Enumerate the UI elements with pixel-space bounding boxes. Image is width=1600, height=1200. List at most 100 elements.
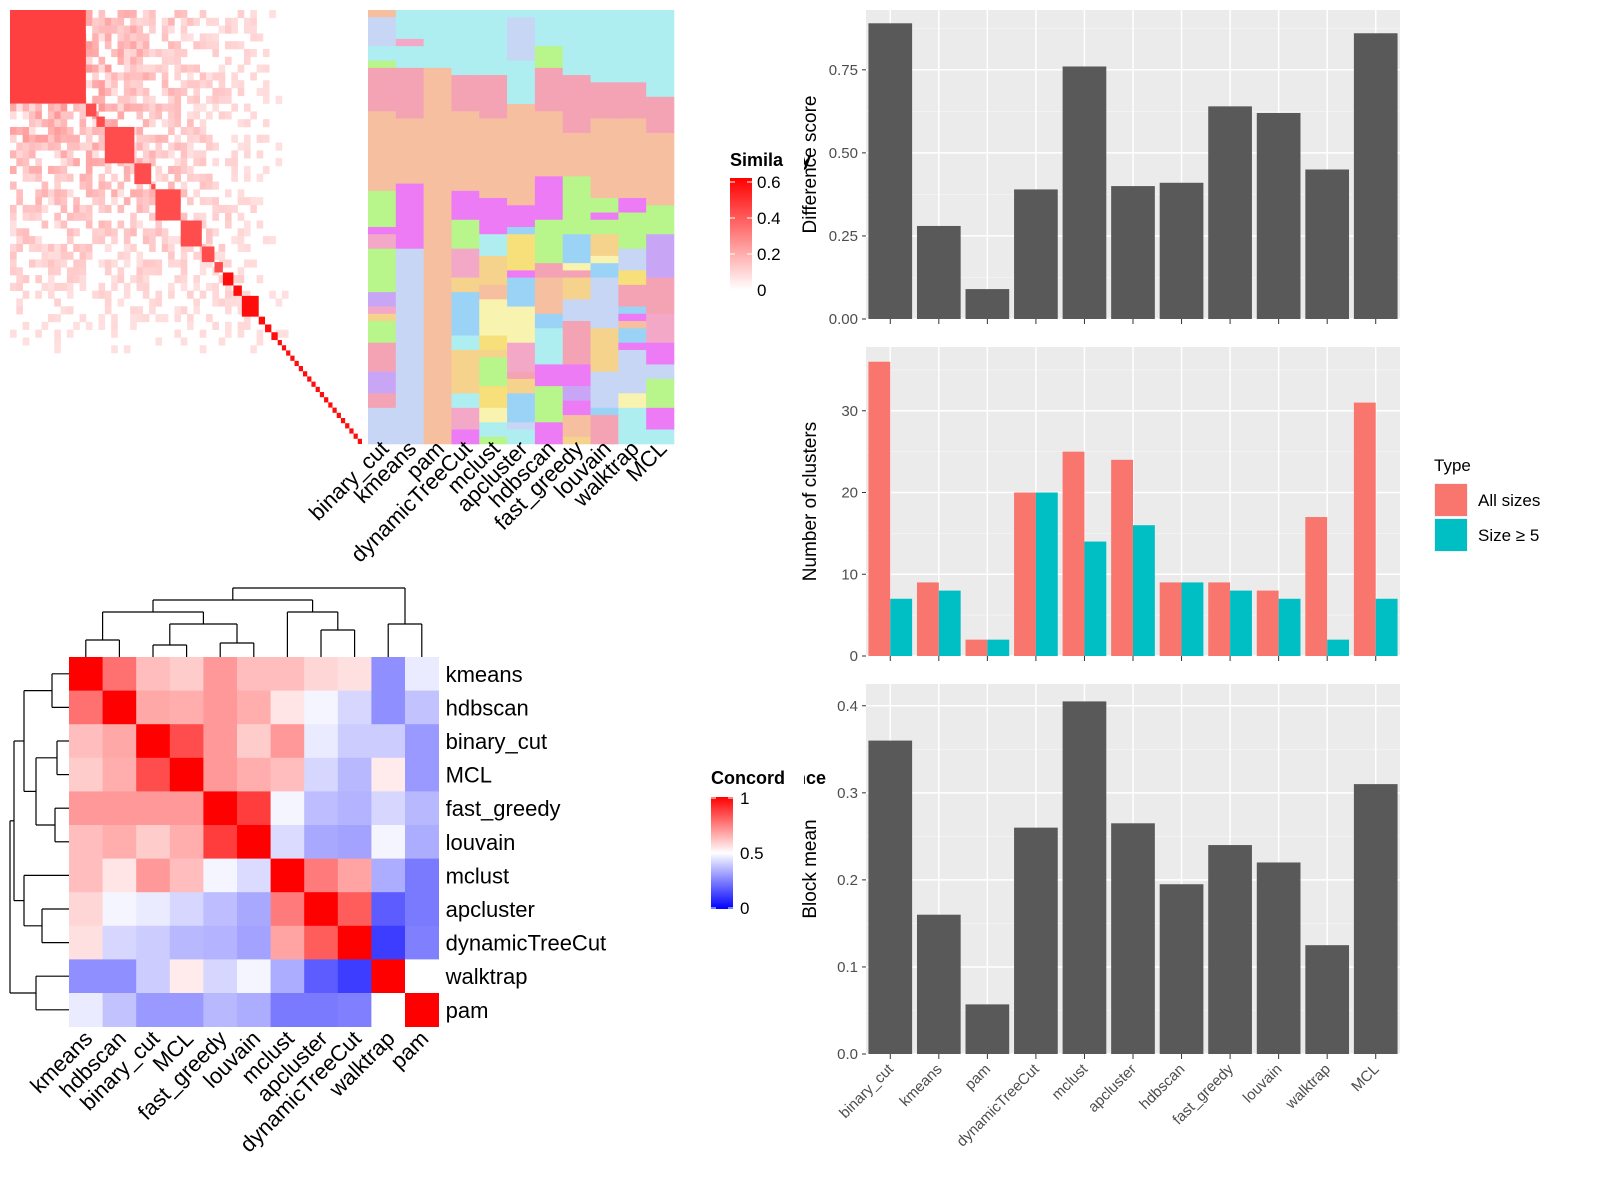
similarity-cell — [161, 119, 169, 128]
similarity-cell — [224, 220, 232, 229]
membership-cell — [451, 248, 480, 278]
similarity-cell — [35, 111, 42, 120]
similarity-cell — [180, 243, 188, 252]
similarity-cell — [180, 48, 188, 58]
similarity-cell — [187, 111, 194, 120]
concordance-row-label: kmeans — [446, 662, 523, 687]
bar — [1159, 182, 1204, 319]
similarity-cell — [123, 345, 131, 354]
membership-cell — [562, 176, 591, 221]
similarity-cell — [149, 17, 156, 26]
similarity-cell — [224, 204, 232, 214]
similarity-diagonal-block — [201, 246, 215, 263]
similarity-cell — [136, 72, 144, 81]
concordance-cell — [69, 657, 103, 691]
membership-cell — [395, 17, 424, 32]
similarity-cell — [85, 10, 93, 19]
similarity-cell — [187, 314, 194, 323]
similarity-cell — [22, 337, 30, 346]
similarity-cell — [250, 204, 257, 214]
similarity-cell — [104, 259, 112, 268]
membership-cell — [646, 429, 675, 445]
similarity-cell — [16, 243, 23, 252]
similarity-cell — [123, 56, 131, 65]
similarity-cell — [237, 298, 245, 307]
similarity-cell — [231, 275, 238, 284]
bar — [965, 289, 1010, 319]
similarity-cell — [237, 321, 245, 330]
similarity-cell — [28, 204, 36, 214]
similarity-cell — [174, 275, 182, 284]
concordance-cell — [102, 925, 137, 960]
similarity-cell — [237, 212, 245, 221]
similarity-cell — [60, 119, 68, 128]
similarity-cell — [130, 33, 137, 42]
concordance-cell — [304, 925, 339, 960]
membership-cell — [451, 60, 480, 76]
membership-cell — [395, 205, 424, 213]
similarity-cell — [54, 282, 61, 291]
concordance-cell — [405, 892, 439, 927]
similarity-cell — [79, 267, 87, 276]
similarity-cell — [123, 103, 131, 112]
membership-cell — [562, 321, 591, 365]
similarity-cell — [66, 236, 74, 245]
similarity-cell — [22, 111, 30, 120]
similarity-cell — [212, 204, 219, 214]
similarity-cell — [35, 275, 42, 284]
similarity-cell — [123, 236, 131, 245]
similarity-cell — [168, 56, 175, 65]
concordance-cell — [169, 657, 204, 691]
concordance-cell — [203, 825, 238, 859]
similarity-diagonal-block — [214, 262, 223, 273]
bar — [1111, 186, 1155, 319]
similarity-cell — [262, 165, 270, 175]
concordance-cell — [102, 724, 137, 759]
similarity-cell — [224, 329, 232, 338]
similarity-cell — [136, 275, 144, 284]
membership-cell — [590, 234, 619, 257]
similarity-cell — [60, 103, 68, 112]
similarity-cell — [243, 173, 251, 182]
similarity-cell — [212, 87, 219, 97]
similarity-cell — [212, 33, 219, 42]
similarity-cell — [73, 321, 80, 330]
similarity-cell — [10, 220, 17, 229]
concordance-cell — [270, 791, 305, 826]
concordance-cell — [405, 959, 439, 994]
similarity-cell — [111, 189, 118, 198]
similarity-cell — [168, 251, 175, 260]
similarity-cell — [174, 119, 182, 128]
similarity-cell — [98, 25, 106, 34]
similarity-cell — [155, 165, 163, 175]
similarity-diagonal-block — [271, 332, 278, 341]
similarity-cell — [231, 165, 238, 175]
similarity-cell — [161, 87, 169, 97]
similarity-legend-tick-label: 0 — [757, 281, 766, 300]
similarity-cell — [168, 48, 175, 58]
concordance-cell — [102, 757, 137, 792]
concordance-cell — [405, 825, 439, 859]
membership-cell — [451, 393, 480, 409]
similarity-cell — [174, 134, 182, 143]
concordance-cell — [136, 657, 171, 691]
concordance-cell — [237, 892, 271, 927]
similarity-cell — [136, 25, 144, 34]
similarity-cell — [123, 165, 131, 175]
similarity-cell — [218, 87, 226, 97]
similarity-cell — [98, 282, 106, 291]
y-axis-title: Difference score — [800, 96, 821, 234]
similarity-cell — [111, 275, 118, 284]
similarity-cell — [66, 173, 74, 182]
similarity-cell — [142, 197, 150, 206]
concordance-cell — [102, 858, 137, 893]
similarity-cell — [60, 150, 68, 159]
similarity-cell — [73, 228, 80, 237]
similarity-cell — [92, 72, 99, 81]
similarity-cell — [136, 103, 144, 112]
similarity-cell — [275, 158, 283, 167]
membership-cell — [368, 111, 397, 127]
x-tick-label: kmeans — [896, 1061, 945, 1110]
similarity-cell — [142, 228, 150, 237]
membership-cell — [534, 422, 564, 445]
